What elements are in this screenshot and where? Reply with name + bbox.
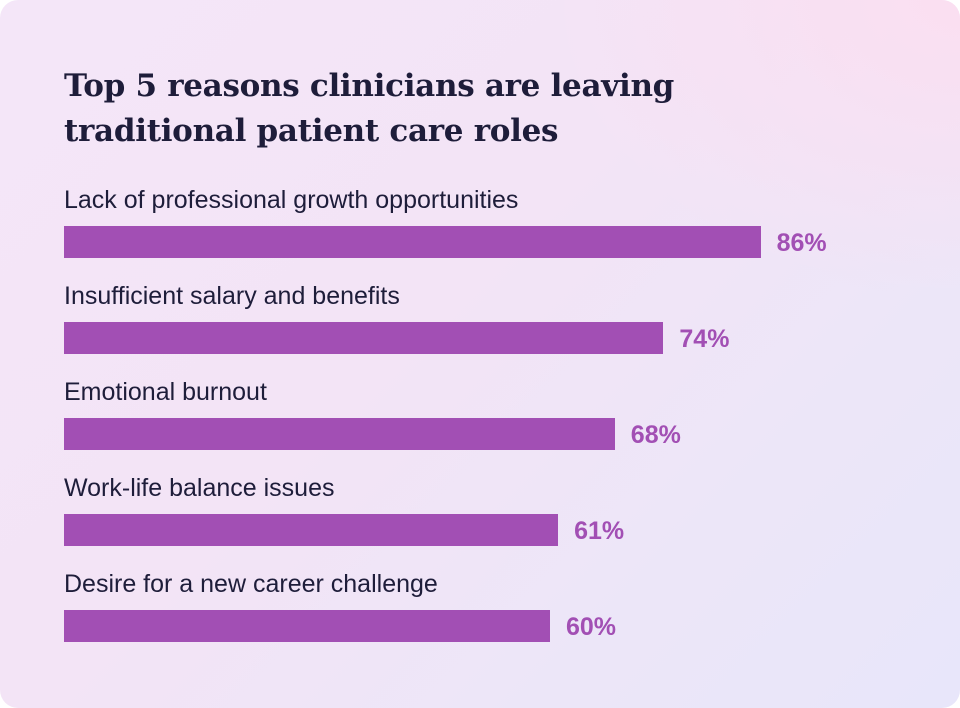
chart-title: Top 5 reasons clinicians are leaving tra… bbox=[64, 68, 675, 149]
bar bbox=[64, 418, 615, 450]
value-label: 86% bbox=[776, 229, 827, 257]
value-label: 68% bbox=[630, 421, 681, 449]
category-label: Lack of professional growth opportunitie… bbox=[64, 186, 519, 214]
bar bbox=[64, 514, 559, 546]
category-label: Work-life balance issues bbox=[64, 474, 335, 502]
bar bbox=[64, 322, 664, 354]
bar-track: 74% bbox=[64, 322, 904, 354]
bar-track: 86% bbox=[64, 226, 904, 258]
bar-row: Emotional burnout 68% bbox=[64, 374, 904, 470]
bar-track: 68% bbox=[64, 418, 904, 450]
bar-track: 61% bbox=[64, 514, 904, 546]
category-label: Insufficient salary and benefits bbox=[64, 282, 400, 310]
bar-track: 60% bbox=[64, 610, 904, 642]
value-label: 60% bbox=[566, 613, 617, 641]
value-label: 74% bbox=[679, 325, 730, 353]
category-label: Desire for a new career challenge bbox=[64, 570, 438, 598]
bar-row: Lack of professional growth opportunitie… bbox=[64, 182, 904, 278]
bar-row: Desire for a new career challenge 60% bbox=[64, 566, 904, 662]
value-label: 61% bbox=[574, 517, 625, 545]
bar-chart: Lack of professional growth opportunitie… bbox=[64, 182, 904, 662]
bar bbox=[64, 610, 550, 642]
bar bbox=[64, 226, 761, 258]
bar-row: Insufficient salary and benefits 74% bbox=[64, 278, 904, 374]
bar-row: Work-life balance issues 61% bbox=[64, 470, 904, 566]
category-label: Emotional burnout bbox=[64, 378, 267, 406]
